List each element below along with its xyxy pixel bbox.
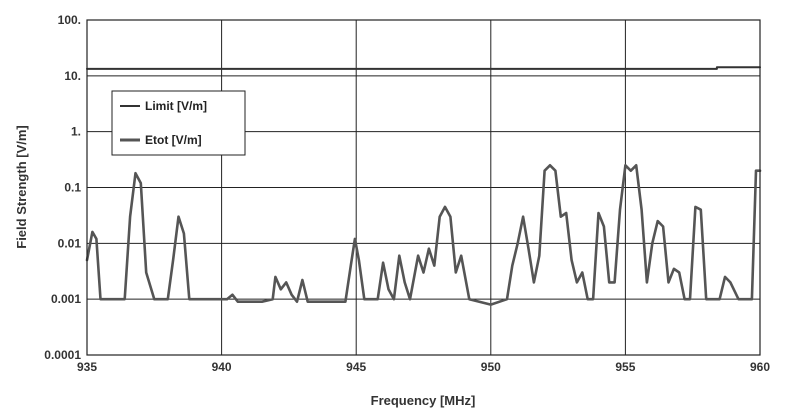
grid-lines bbox=[86, 19, 761, 356]
series-limit bbox=[86, 66, 761, 70]
y-tick-label: 10. bbox=[64, 69, 81, 83]
x-tick-label: 950 bbox=[481, 360, 501, 374]
series-etot bbox=[85, 164, 762, 306]
y-tick-labels: 0.0001 0.001 0.01 0.1 1. 10. 100. bbox=[44, 13, 81, 362]
legend-label-limit: Limit [V/m] bbox=[145, 99, 207, 113]
y-tick-label: 0.1 bbox=[64, 181, 81, 195]
x-axis-title: Frequency [MHz] bbox=[371, 393, 476, 408]
y-tick-label: 0.001 bbox=[51, 292, 81, 306]
y-tick-label: 0.0001 bbox=[44, 348, 81, 362]
plot-frame bbox=[86, 19, 761, 356]
legend: Limit [V/m] Etot [V/m] bbox=[111, 90, 246, 156]
x-tick-label: 935 bbox=[77, 360, 97, 374]
x-tick-label: 960 bbox=[750, 360, 770, 374]
legend-box bbox=[111, 90, 246, 156]
x-tick-label: 940 bbox=[212, 360, 232, 374]
y-tick-label: 100. bbox=[58, 13, 81, 27]
x-tick-label: 955 bbox=[615, 360, 635, 374]
x-tick-label: 945 bbox=[346, 360, 366, 374]
y-tick-label: 1. bbox=[71, 125, 81, 139]
y-tick-label: 0.01 bbox=[58, 236, 82, 250]
series-layer bbox=[85, 66, 762, 306]
x-tick-labels: 935 940 945 950 955 960 bbox=[77, 360, 770, 374]
legend-label-etot: Etot [V/m] bbox=[145, 133, 202, 147]
y-axis-title: Field Strength [V/m] bbox=[14, 125, 29, 249]
